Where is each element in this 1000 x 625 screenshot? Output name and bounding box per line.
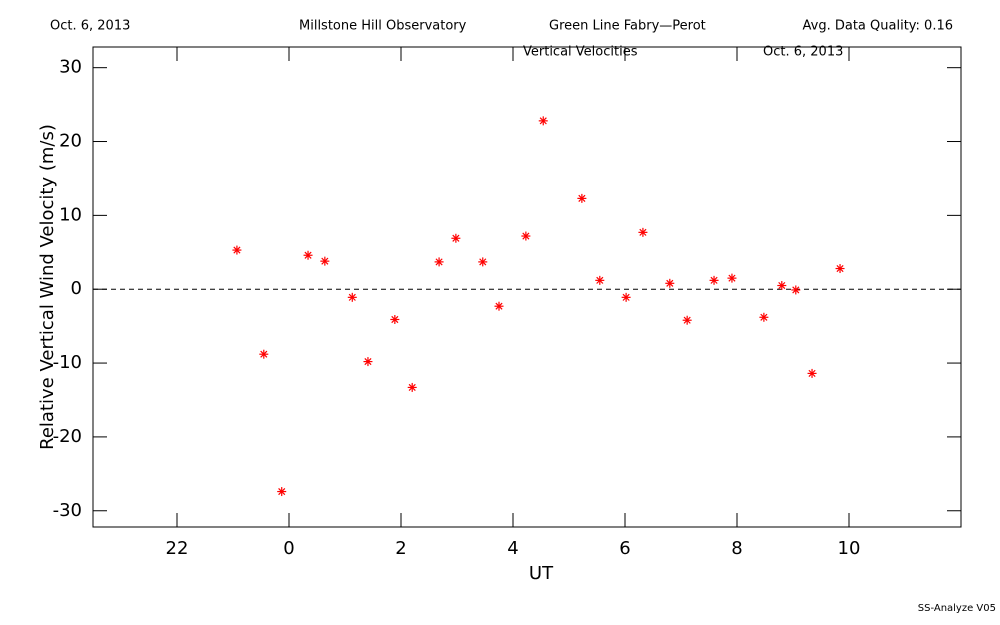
x-tick-label: 10 — [838, 538, 861, 559]
point-stroke — [622, 293, 630, 301]
point-stroke — [836, 264, 844, 273]
x-tick-label: 8 — [731, 538, 742, 559]
x-tick-label: 4 — [507, 538, 518, 559]
point-stroke — [792, 286, 800, 294]
point — [791, 285, 801, 295]
header-observatory: Millstone Hill Observatory — [299, 19, 467, 34]
point-stroke — [391, 315, 399, 324]
y-tick-label: 30 — [59, 57, 82, 78]
point — [638, 227, 648, 237]
point-stroke — [278, 487, 286, 496]
point — [390, 314, 400, 324]
header-date: Oct. 6, 2013 — [50, 19, 130, 34]
point — [727, 273, 737, 283]
point — [621, 292, 631, 302]
x-tick-label: 0 — [283, 538, 294, 559]
point — [347, 292, 357, 302]
y-tick-label: 20 — [59, 131, 82, 152]
point-stroke — [728, 274, 736, 282]
y-tick-label: -10 — [53, 352, 82, 373]
x-tick-label: 22 — [166, 538, 189, 559]
point — [835, 264, 845, 274]
y-tick-label: 10 — [59, 204, 82, 225]
point — [807, 368, 817, 378]
point-stroke — [452, 234, 460, 242]
date-label: Oct. 6, 2013 — [763, 45, 843, 60]
point — [521, 231, 531, 241]
point-stroke — [666, 279, 674, 287]
point — [665, 278, 675, 288]
point — [407, 382, 417, 392]
point — [478, 257, 488, 267]
point — [363, 357, 373, 367]
point-stroke — [479, 258, 487, 266]
point — [759, 312, 769, 322]
point — [777, 281, 787, 291]
point-stroke — [435, 258, 443, 266]
y-tick-label: -20 — [53, 426, 82, 447]
x-tick-label: 6 — [619, 538, 630, 559]
point-stroke — [578, 194, 586, 202]
point-stroke — [348, 293, 356, 301]
point — [232, 245, 242, 255]
point-stroke — [778, 281, 786, 290]
point-stroke — [710, 276, 718, 284]
point-stroke — [304, 251, 312, 259]
point — [303, 250, 313, 260]
footer: SS-Analyze V05 — [918, 603, 996, 614]
point — [595, 275, 605, 285]
point-stroke — [760, 313, 768, 321]
point — [709, 275, 719, 285]
chart-title: Vertical Velocities — [523, 45, 638, 60]
point — [577, 193, 587, 203]
point-stroke — [683, 316, 691, 324]
point-stroke — [321, 257, 329, 265]
y-axis-label: Relative Vertical Wind Velocity (m/s) — [37, 124, 58, 450]
plot-frame — [92, 46, 962, 528]
y-tick-label: -30 — [53, 500, 82, 521]
point-stroke — [522, 232, 530, 240]
header-quality: Avg. Data Quality: 0.16 — [803, 19, 953, 34]
point-stroke — [808, 369, 816, 377]
point — [682, 315, 692, 325]
point — [494, 301, 504, 311]
point-stroke — [596, 276, 604, 284]
y-tick-label: 0 — [71, 278, 82, 299]
header-instrument: Green Line Fabry—Perot — [549, 19, 706, 34]
point-stroke — [539, 117, 547, 125]
point — [277, 487, 287, 497]
point-stroke — [233, 246, 241, 254]
point — [451, 233, 461, 243]
point-stroke — [260, 350, 268, 358]
point-stroke — [408, 383, 416, 392]
point-stroke — [495, 302, 503, 310]
point — [259, 349, 269, 359]
point — [320, 256, 330, 266]
x-axis-label: UT — [529, 563, 554, 584]
point-stroke — [364, 358, 372, 366]
x-tick-label: 2 — [395, 538, 406, 559]
point — [434, 257, 444, 267]
point — [538, 116, 548, 126]
point-stroke — [639, 228, 647, 236]
